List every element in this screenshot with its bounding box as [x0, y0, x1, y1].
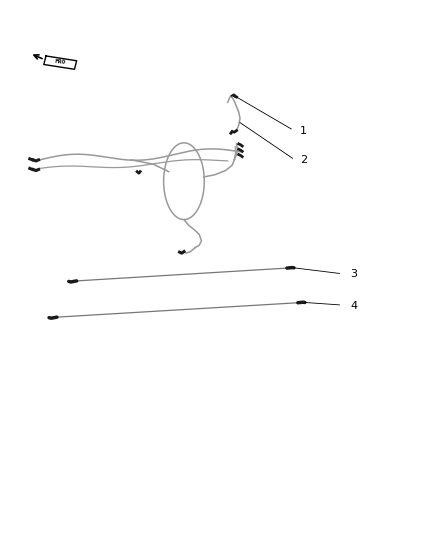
- Text: 1: 1: [300, 126, 307, 135]
- Text: FRO: FRO: [55, 60, 66, 65]
- Text: 2: 2: [300, 155, 307, 165]
- Text: 3: 3: [350, 270, 357, 279]
- Text: 4: 4: [350, 302, 357, 311]
